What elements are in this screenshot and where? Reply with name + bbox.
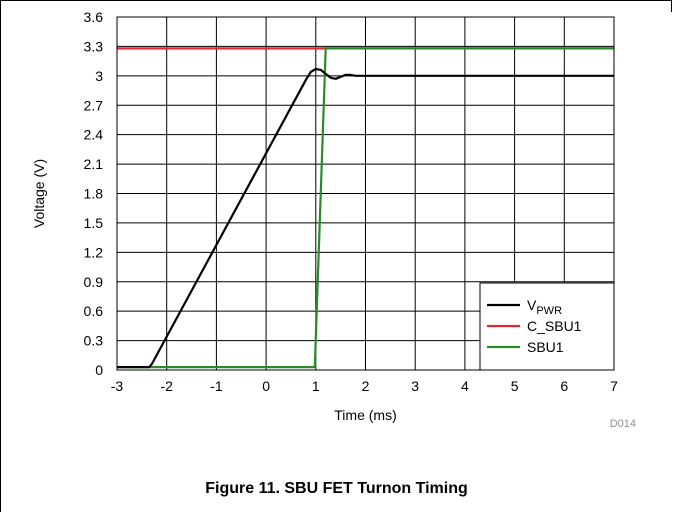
x-tick-label-9: 6 xyxy=(560,378,568,394)
x-tick-labels: -3 -2 -1 0 1 2 3 4 5 6 7 xyxy=(111,378,618,394)
y-tick-labels: 0 0.3 0.6 0.9 1.2 1.5 1.8 2.1 2.4 2.7 3 3.3 3.6 xyxy=(84,9,104,378)
y-tick-label-8: 2.4 xyxy=(84,127,104,143)
x-tick-label-0: -3 xyxy=(111,378,124,394)
y-tick-label-0: 0 xyxy=(95,362,103,378)
y-tick-label-5: 1.5 xyxy=(84,215,104,231)
y-tick-label-3: 0.9 xyxy=(84,274,104,290)
y-tick-label-10: 3 xyxy=(95,68,103,84)
y-tick-label-1: 0.3 xyxy=(84,333,104,349)
y-tick-label-7: 2.1 xyxy=(84,156,104,172)
x-tick-label-6: 3 xyxy=(411,378,419,394)
x-tick-label-8: 5 xyxy=(511,378,519,394)
x-tick-label-1: -2 xyxy=(160,378,173,394)
y-tick-label-12: 3.6 xyxy=(84,9,104,25)
series-line-v xyxy=(117,67,614,369)
x-tick-label-10: 7 xyxy=(610,378,618,394)
y-tick-label-4: 1.2 xyxy=(84,244,104,260)
figure-caption: Figure 11. SBU FET Turnon Timing xyxy=(205,480,468,497)
y-tick-label-2: 0.6 xyxy=(84,303,104,319)
x-tick-label-5: 2 xyxy=(362,378,370,394)
series-lines xyxy=(117,47,614,369)
legend-label-c-sbu1: C_SBU1 xyxy=(527,318,582,334)
frame-right-border xyxy=(671,0,672,12)
x-tick-label-3: 0 xyxy=(262,378,270,394)
x-tick-label-7: 4 xyxy=(461,378,469,394)
x-axis-title: Time (ms) xyxy=(334,407,396,423)
y-tick-label-11: 3.3 xyxy=(84,38,104,54)
y-tick-label-9: 2.7 xyxy=(84,97,104,113)
plot-area-border xyxy=(116,16,615,371)
frame-top-border xyxy=(0,0,672,1)
y-tick-label-6: 1.8 xyxy=(84,186,104,202)
series-line-sbu1 xyxy=(117,47,614,369)
legend-label-sbu1: SBU1 xyxy=(527,339,564,355)
frame-left-border xyxy=(0,0,1,512)
y-axis-title: Voltage (V) xyxy=(31,159,47,228)
x-tick-label-2: -1 xyxy=(210,378,223,394)
figure-code: D014 xyxy=(610,418,636,430)
x-tick-label-4: 1 xyxy=(312,378,320,394)
